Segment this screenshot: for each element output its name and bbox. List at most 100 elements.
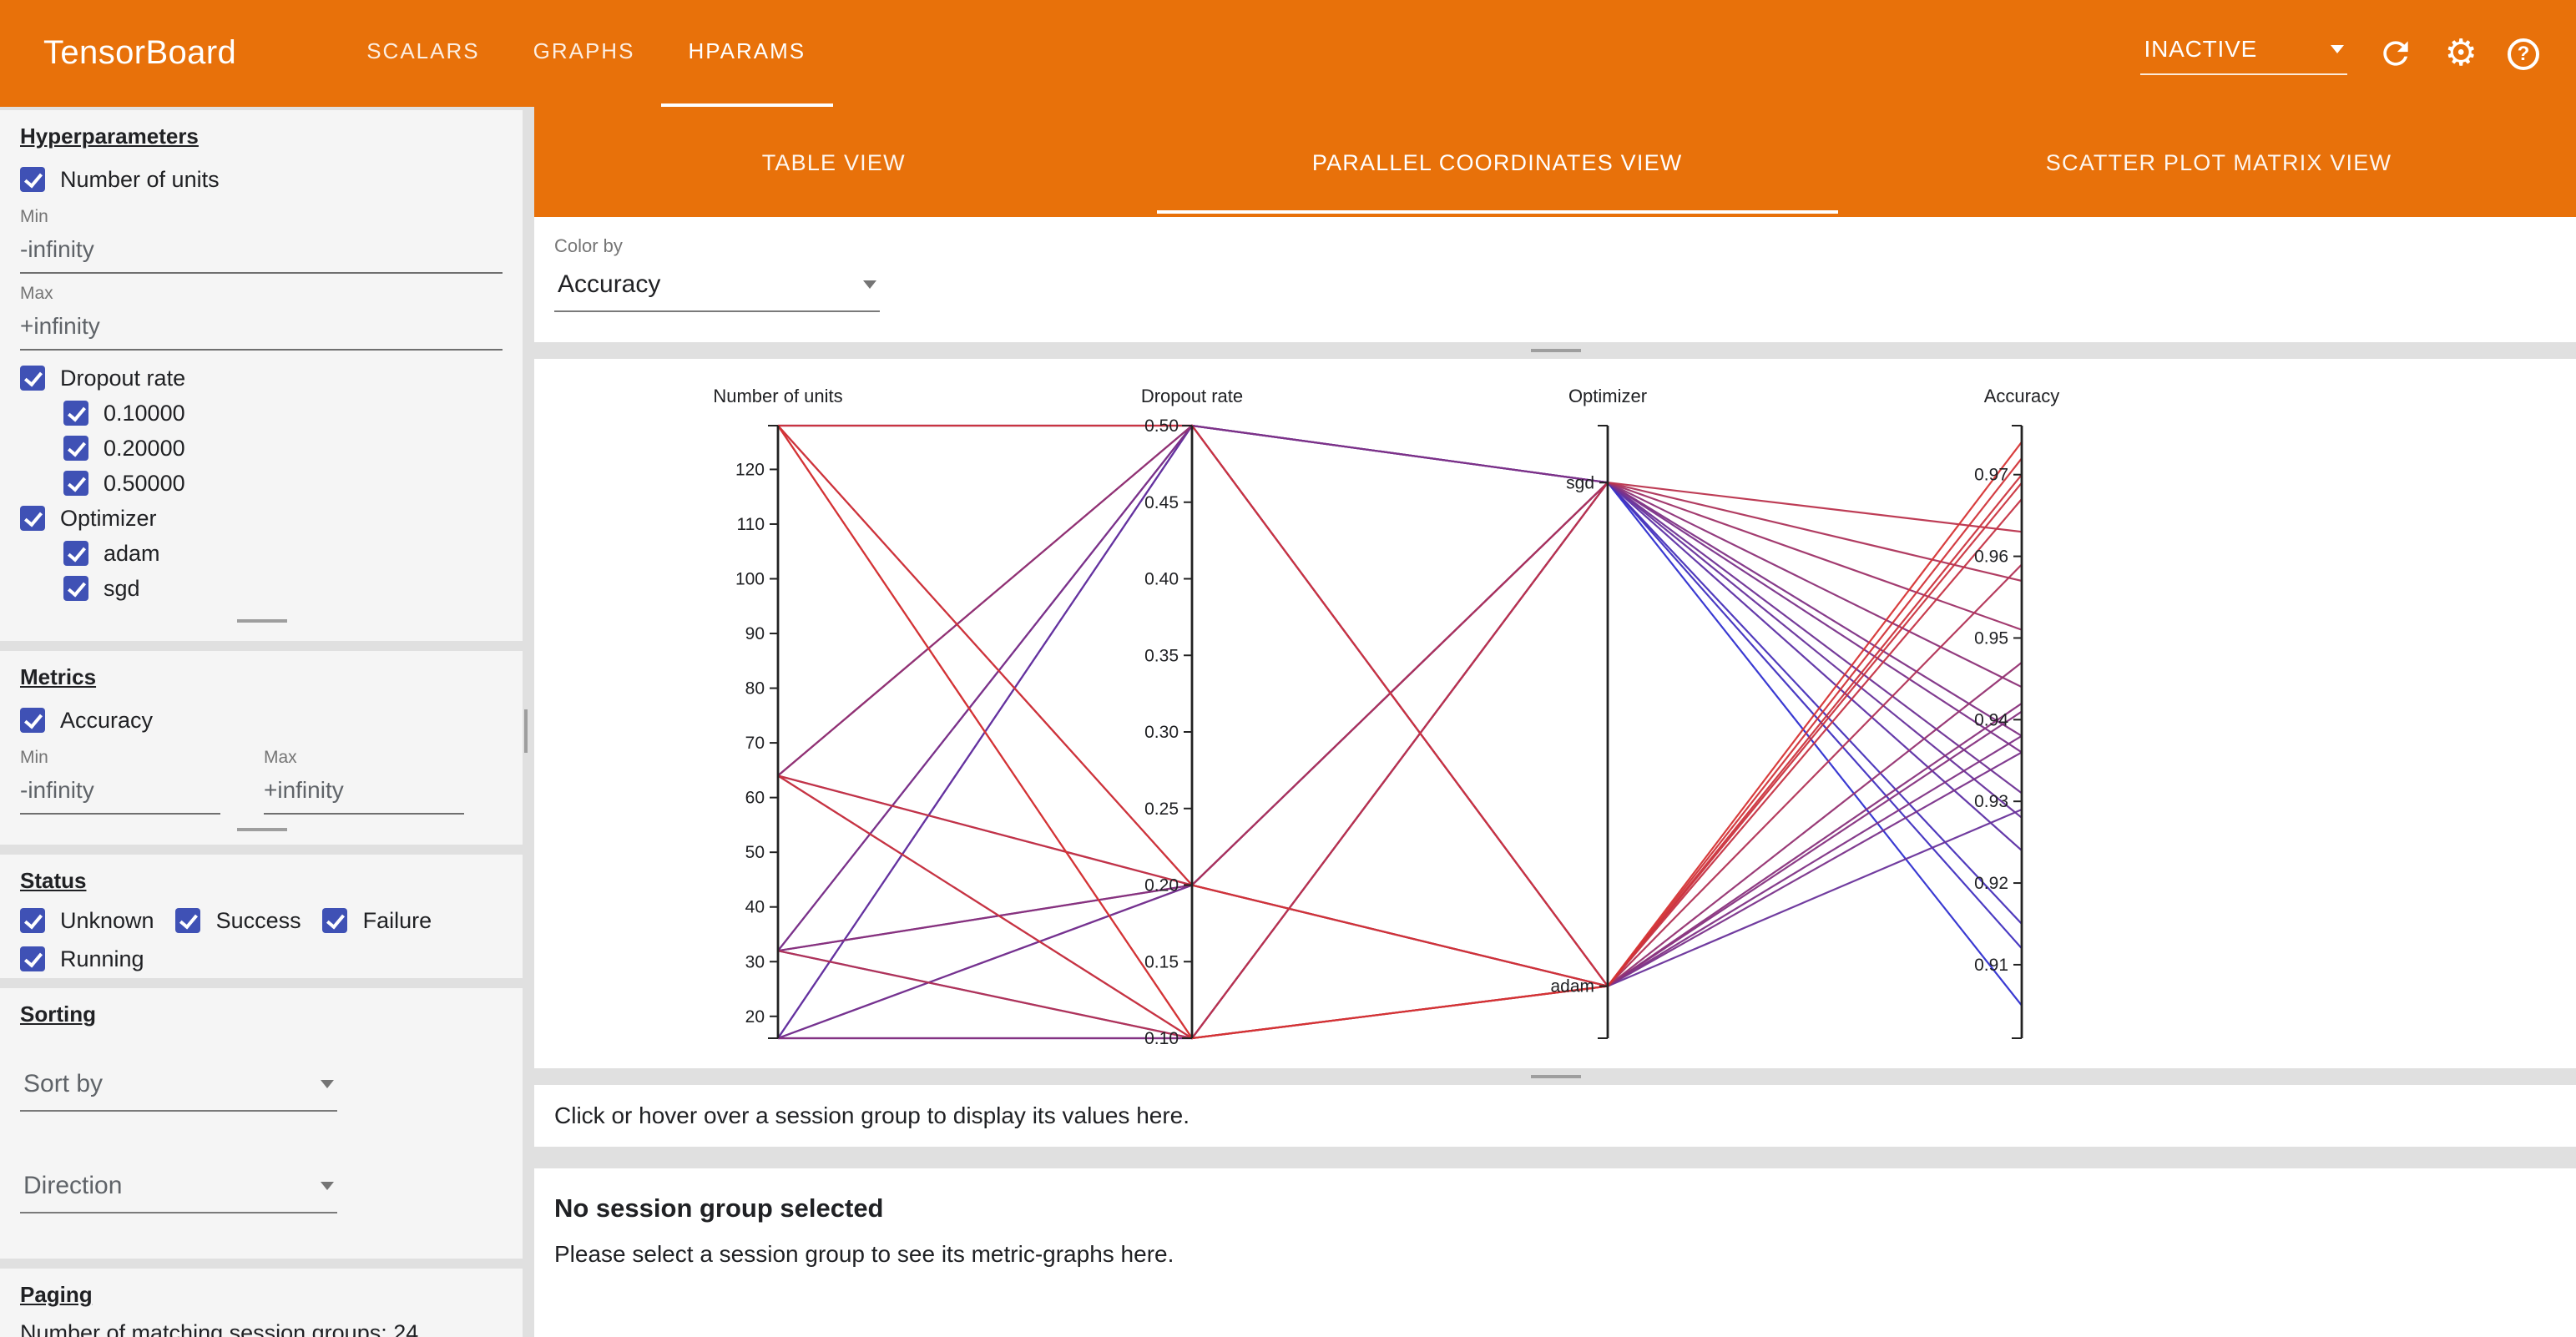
svg-text:sgd: sgd bbox=[1566, 473, 1594, 492]
status-label: Failure bbox=[362, 908, 432, 933]
panel-gap bbox=[534, 1068, 2576, 1085]
parallel-coordinates-chart[interactable]: Number of units 20 30 40 50 60 70 80 90 100 110 120… bbox=[534, 359, 2576, 1068]
metric-accuracy[interactable]: Accuracy bbox=[20, 703, 503, 738]
color-by-value: Accuracy bbox=[558, 270, 661, 299]
status-running[interactable]: Running bbox=[20, 941, 144, 976]
checkbox-checked-icon[interactable] bbox=[63, 576, 88, 601]
metrics-title: Metrics bbox=[20, 664, 97, 689]
units-min-input[interactable] bbox=[20, 227, 503, 274]
dropout-rate-values: 0.10000 0.20000 0.50000 bbox=[20, 396, 503, 501]
dropout-value-label: 0.50000 bbox=[104, 471, 185, 496]
checkbox-checked-icon[interactable] bbox=[20, 946, 45, 971]
optimizer-value-label: sgd bbox=[104, 576, 140, 601]
checkbox-checked-icon[interactable] bbox=[20, 167, 45, 192]
svg-text:30: 30 bbox=[745, 952, 765, 971]
color-by-label: Color by bbox=[554, 237, 623, 257]
svg-text:0.15: 0.15 bbox=[1144, 952, 1179, 971]
svg-text:Number of units: Number of units bbox=[713, 386, 842, 406]
svg-text:100: 100 bbox=[735, 570, 765, 589]
direction-dropdown[interactable]: Direction bbox=[20, 1165, 337, 1213]
svg-text:0.91: 0.91 bbox=[1974, 956, 2008, 975]
svg-text:0.97: 0.97 bbox=[1974, 466, 2008, 485]
status-success[interactable]: Success bbox=[175, 903, 301, 938]
sort-by-value: Sort by bbox=[23, 1070, 104, 1098]
svg-text:90: 90 bbox=[745, 624, 765, 643]
help-icon[interactable]: ? bbox=[2508, 38, 2539, 69]
status-label: Running bbox=[60, 946, 144, 971]
checkbox-checked-icon[interactable] bbox=[20, 506, 45, 531]
dropout-value-label: 0.20000 bbox=[104, 436, 185, 461]
sort-by-dropdown[interactable]: Sort by bbox=[20, 1063, 337, 1112]
hparam-number-of-units[interactable]: Number of units bbox=[20, 162, 503, 197]
tab-parallel-coordinates-view[interactable]: PARALLEL COORDINATES VIEW bbox=[1134, 107, 1861, 217]
status-failure[interactable]: Failure bbox=[322, 903, 432, 938]
panel-resize-handle[interactable] bbox=[1530, 349, 1580, 352]
dropout-value-row[interactable]: 0.10000 bbox=[63, 396, 503, 431]
sidebar: Hyperparameters Number of units Min Max … bbox=[0, 107, 523, 1337]
sorting-section: Sorting Sort by Direction bbox=[0, 988, 523, 1259]
units-min-label: Min bbox=[20, 207, 48, 227]
status-section: Status Unknown Success Failure Running bbox=[0, 855, 523, 978]
header-controls: INACTIVE ⚙ ? bbox=[2140, 0, 2576, 107]
sidebar-resize-handle[interactable] bbox=[524, 709, 528, 753]
session-values-hint: Click or hover over a session group to d… bbox=[534, 1085, 2576, 1147]
svg-text:0.50: 0.50 bbox=[1144, 416, 1179, 436]
metrics-section: Metrics Accuracy Min Max bbox=[0, 651, 523, 845]
checkbox-checked-icon[interactable] bbox=[20, 708, 45, 733]
view-tabs: TABLE VIEW PARALLEL COORDINATES VIEW SCA… bbox=[534, 107, 2576, 217]
checkbox-checked-icon[interactable] bbox=[63, 541, 88, 566]
hparam-dropout-rate[interactable]: Dropout rate bbox=[20, 361, 503, 396]
tab-table-view[interactable]: TABLE VIEW bbox=[761, 149, 906, 174]
hparam-optimizer[interactable]: Optimizer bbox=[20, 501, 503, 536]
status-unknown[interactable]: Unknown bbox=[20, 903, 154, 938]
optimizer-value-row[interactable]: adam bbox=[63, 536, 503, 571]
units-max-input[interactable] bbox=[20, 304, 503, 351]
settings-icon[interactable]: ⚙ bbox=[2444, 32, 2478, 73]
section-resize-handle[interactable] bbox=[236, 619, 286, 623]
svg-text:50: 50 bbox=[745, 843, 765, 862]
checkbox-checked-icon[interactable] bbox=[322, 908, 348, 933]
paging-title: Paging bbox=[20, 1282, 93, 1307]
nav-tab-hparams[interactable]: HPARAMS bbox=[661, 0, 833, 107]
nav-tab-scalars[interactable]: SCALARS bbox=[366, 38, 480, 63]
checkbox-checked-icon[interactable] bbox=[175, 908, 201, 933]
svg-text:Dropout rate: Dropout rate bbox=[1141, 386, 1243, 406]
checkbox-checked-icon[interactable] bbox=[63, 471, 88, 496]
session-details-panel: No session group selected Please select … bbox=[534, 1168, 2576, 1337]
status-label: Unknown bbox=[60, 908, 154, 933]
tab-scatter-plot-matrix-view[interactable]: SCATTER PLOT MATRIX VIEW bbox=[2045, 149, 2392, 174]
checkbox-checked-icon[interactable] bbox=[20, 366, 45, 391]
checkbox-checked-icon[interactable] bbox=[63, 401, 88, 426]
checkbox-checked-icon[interactable] bbox=[63, 436, 88, 461]
color-by-dropdown[interactable]: Accuracy bbox=[554, 264, 880, 312]
metric-min-input[interactable] bbox=[20, 768, 220, 815]
svg-text:0.92: 0.92 bbox=[1974, 874, 2008, 893]
nav-tab-graphs[interactable]: GRAPHS bbox=[533, 38, 635, 63]
svg-text:0.20: 0.20 bbox=[1144, 876, 1179, 896]
metric-minmax: Min Max bbox=[20, 738, 503, 815]
metric-max-label: Max bbox=[264, 748, 297, 768]
svg-text:20: 20 bbox=[745, 1007, 765, 1027]
panel-gap bbox=[534, 342, 2576, 359]
section-resize-handle[interactable] bbox=[236, 828, 286, 831]
status-label: Success bbox=[215, 908, 301, 933]
hparam-label: Dropout rate bbox=[60, 366, 186, 391]
svg-text:60: 60 bbox=[745, 789, 765, 808]
status-title: Status bbox=[20, 868, 87, 893]
svg-text:70: 70 bbox=[745, 734, 765, 753]
metric-max-input[interactable] bbox=[264, 768, 464, 815]
dropout-value-row[interactable]: 0.20000 bbox=[63, 431, 503, 466]
checkbox-checked-icon[interactable] bbox=[20, 908, 45, 933]
svg-text:0.10: 0.10 bbox=[1144, 1029, 1179, 1048]
panel-resize-handle[interactable] bbox=[1530, 1075, 1580, 1078]
optimizer-value-row[interactable]: sgd bbox=[63, 571, 503, 606]
refresh-icon[interactable] bbox=[2378, 35, 2415, 72]
hyperparameters-title: Hyperparameters bbox=[20, 124, 199, 149]
svg-text:Optimizer: Optimizer bbox=[1568, 386, 1647, 406]
svg-text:0.95: 0.95 bbox=[1974, 628, 2008, 648]
hparam-label: Optimizer bbox=[60, 506, 157, 531]
dropout-value-row[interactable]: 0.50000 bbox=[63, 466, 503, 501]
run-status-dropdown[interactable]: INACTIVE bbox=[2140, 32, 2348, 75]
svg-text:120: 120 bbox=[735, 460, 765, 479]
